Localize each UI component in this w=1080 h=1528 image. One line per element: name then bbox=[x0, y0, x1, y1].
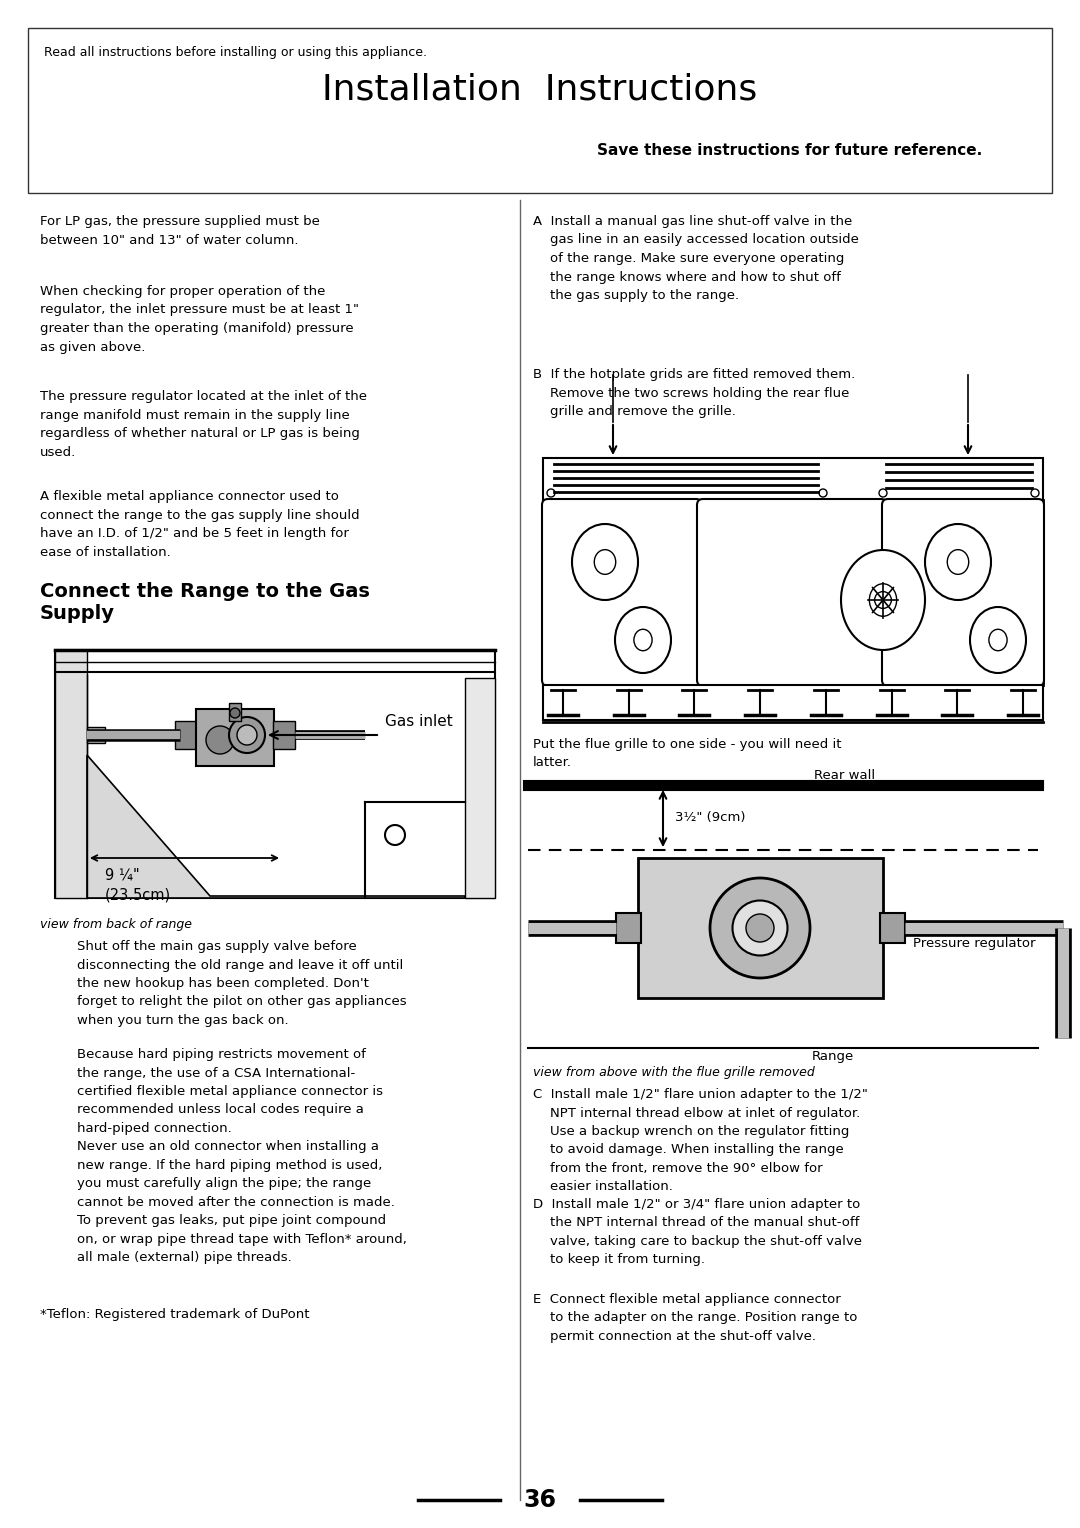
Text: For LP gas, the pressure supplied must be
between 10" and 13" of water column.: For LP gas, the pressure supplied must b… bbox=[40, 215, 320, 246]
Text: Read all instructions before installing or using this appliance.: Read all instructions before installing … bbox=[44, 46, 427, 60]
Bar bbox=[175, 721, 197, 749]
FancyBboxPatch shape bbox=[882, 500, 1044, 686]
Bar bbox=[273, 721, 295, 749]
Text: 9 ¼"
(23.5cm): 9 ¼" (23.5cm) bbox=[105, 868, 171, 903]
Text: E  Connect flexible metal appliance connector
    to the adapter on the range. P: E Connect flexible metal appliance conne… bbox=[534, 1293, 858, 1343]
Ellipse shape bbox=[615, 607, 671, 672]
Circle shape bbox=[546, 489, 555, 497]
Circle shape bbox=[819, 489, 827, 497]
Circle shape bbox=[229, 717, 265, 753]
FancyBboxPatch shape bbox=[195, 709, 274, 766]
Ellipse shape bbox=[924, 524, 991, 601]
Ellipse shape bbox=[594, 550, 616, 575]
FancyBboxPatch shape bbox=[697, 500, 887, 686]
Ellipse shape bbox=[989, 630, 1008, 651]
Text: *Teflon: Registered trademark of DuPont: *Teflon: Registered trademark of DuPont bbox=[40, 1308, 310, 1322]
Circle shape bbox=[746, 914, 774, 941]
Text: B  If the hotplate grids are fitted removed them.
    Remove the two screws hold: B If the hotplate grids are fitted remov… bbox=[534, 368, 855, 419]
Circle shape bbox=[732, 900, 787, 955]
Text: Connect the Range to the Gas
Supply: Connect the Range to the Gas Supply bbox=[40, 582, 369, 623]
Bar bbox=[87, 727, 105, 743]
Circle shape bbox=[768, 503, 778, 513]
Circle shape bbox=[710, 879, 810, 978]
Circle shape bbox=[384, 825, 405, 845]
Text: 3½" (9cm): 3½" (9cm) bbox=[675, 811, 745, 824]
Bar bbox=[543, 500, 1043, 685]
Text: When checking for proper operation of the
regulator, the inlet pressure must be : When checking for proper operation of th… bbox=[40, 286, 359, 353]
FancyBboxPatch shape bbox=[542, 500, 702, 686]
Text: D  Install male 1/2" or 3/4" flare union adapter to
    the NPT internal thread : D Install male 1/2" or 3/4" flare union … bbox=[534, 1198, 862, 1267]
Circle shape bbox=[638, 503, 648, 513]
Text: A flexible metal appliance connector used to
connect the range to the gas supply: A flexible metal appliance connector use… bbox=[40, 490, 360, 559]
Bar bbox=[55, 649, 495, 898]
Text: Because hard piping restricts movement of
    the range, the use of a CSA Intern: Because hard piping restricts movement o… bbox=[60, 1048, 383, 1135]
Bar bbox=[229, 703, 241, 721]
Text: Installation  Instructions: Installation Instructions bbox=[322, 73, 758, 107]
Ellipse shape bbox=[947, 550, 969, 575]
Bar bbox=[880, 914, 905, 943]
Circle shape bbox=[206, 726, 234, 753]
Text: Range: Range bbox=[812, 1050, 854, 1063]
Bar bbox=[616, 914, 642, 943]
Text: 36: 36 bbox=[524, 1488, 556, 1513]
Text: Never use an old connector when installing a
    new range. If the hard piping m: Never use an old connector when installi… bbox=[60, 1140, 407, 1264]
Circle shape bbox=[875, 591, 891, 608]
Text: The pressure regulator located at the inlet of the
range manifold must remain in: The pressure regulator located at the in… bbox=[40, 390, 367, 458]
Bar bbox=[638, 859, 883, 998]
Circle shape bbox=[1031, 489, 1039, 497]
Circle shape bbox=[918, 503, 928, 513]
Circle shape bbox=[555, 504, 561, 510]
Circle shape bbox=[715, 504, 721, 510]
Circle shape bbox=[879, 489, 887, 497]
Text: view from above with the flue grille removed: view from above with the flue grille rem… bbox=[534, 1067, 814, 1079]
Bar bbox=[543, 458, 1043, 500]
Circle shape bbox=[237, 724, 257, 746]
Ellipse shape bbox=[572, 524, 638, 601]
Text: Shut off the main gas supply valve before
    disconnecting the old range and le: Shut off the main gas supply valve befor… bbox=[60, 940, 407, 1027]
Circle shape bbox=[1025, 504, 1031, 510]
Circle shape bbox=[1010, 504, 1016, 510]
Bar bbox=[465, 678, 495, 898]
Circle shape bbox=[230, 707, 240, 718]
Text: Gas inlet: Gas inlet bbox=[384, 714, 453, 729]
Text: C  Install male 1/2" flare union adapter to the 1/2"
    NPT internal thread elb: C Install male 1/2" flare union adapter … bbox=[534, 1088, 868, 1193]
Text: Pressure regulator: Pressure regulator bbox=[913, 937, 1036, 949]
Ellipse shape bbox=[869, 584, 896, 616]
Circle shape bbox=[860, 504, 866, 510]
Text: view from back of range: view from back of range bbox=[40, 918, 192, 931]
Bar bbox=[28, 28, 1052, 193]
Ellipse shape bbox=[970, 607, 1026, 672]
Text: Put the flue grille to one side - you will need it
latter.: Put the flue grille to one side - you wi… bbox=[534, 738, 841, 770]
Circle shape bbox=[725, 504, 731, 510]
Bar bbox=[55, 649, 87, 898]
Circle shape bbox=[870, 504, 876, 510]
Circle shape bbox=[570, 504, 576, 510]
Ellipse shape bbox=[634, 630, 652, 651]
Text: Save these instructions for future reference.: Save these instructions for future refer… bbox=[597, 144, 983, 157]
Polygon shape bbox=[87, 755, 465, 898]
Bar bbox=[543, 685, 1043, 720]
Text: A  Install a manual gas line shut-off valve in the
    gas line in an easily acc: A Install a manual gas line shut-off val… bbox=[534, 215, 859, 303]
Text: Rear wall: Rear wall bbox=[813, 769, 875, 782]
Ellipse shape bbox=[841, 550, 924, 649]
